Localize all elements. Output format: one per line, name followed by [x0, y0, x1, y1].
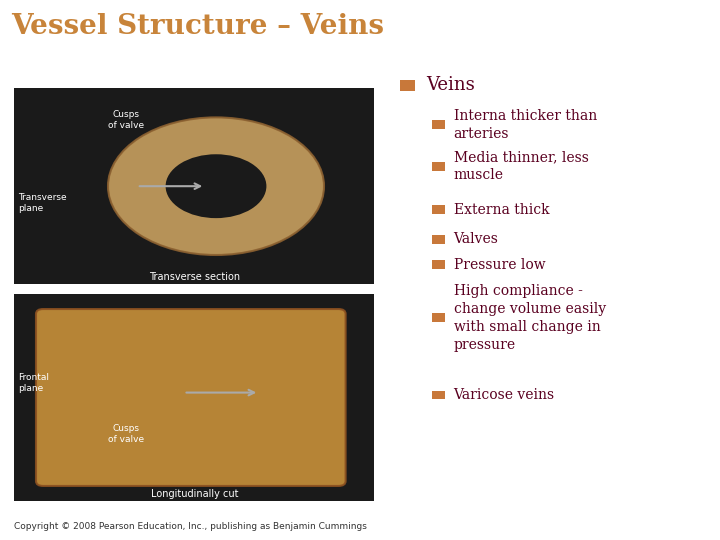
Text: Veins: Veins: [426, 77, 475, 94]
Text: Transverse section: Transverse section: [149, 272, 240, 282]
Text: Interna thicker than
arteries: Interna thicker than arteries: [454, 109, 597, 141]
Text: Frontal
plane: Frontal plane: [18, 373, 49, 393]
Text: Valves: Valves: [454, 232, 498, 246]
Bar: [14, 294, 374, 501]
Text: Longitudinally cut: Longitudinally cut: [150, 489, 238, 500]
Text: Cusps
of valve: Cusps of valve: [108, 424, 144, 444]
Text: Varicose veins: Varicose veins: [454, 388, 554, 402]
Bar: [432, 235, 445, 244]
Bar: [14, 88, 374, 285]
Bar: [432, 205, 445, 214]
Bar: [432, 120, 445, 129]
Bar: [432, 313, 445, 322]
Bar: [432, 390, 445, 400]
Text: Pressure low: Pressure low: [454, 258, 545, 272]
Text: High compliance -
change volume easily
with small change in
pressure: High compliance - change volume easily w…: [454, 284, 606, 352]
FancyBboxPatch shape: [36, 309, 346, 486]
Ellipse shape: [108, 117, 324, 255]
Text: Copyright © 2008 Pearson Education, Inc., publishing as Benjamin Cummings: Copyright © 2008 Pearson Education, Inc.…: [14, 522, 367, 531]
Bar: [400, 80, 415, 91]
Text: Transverse
plane: Transverse plane: [18, 193, 67, 213]
Bar: [432, 260, 445, 269]
Text: Media thinner, less
muscle: Media thinner, less muscle: [454, 151, 588, 183]
Bar: [432, 162, 445, 171]
Ellipse shape: [166, 154, 266, 218]
Text: Externa thick: Externa thick: [454, 203, 549, 217]
Text: Cusps
of valve: Cusps of valve: [108, 110, 144, 130]
Text: Vessel Structure – Veins: Vessel Structure – Veins: [11, 13, 384, 40]
